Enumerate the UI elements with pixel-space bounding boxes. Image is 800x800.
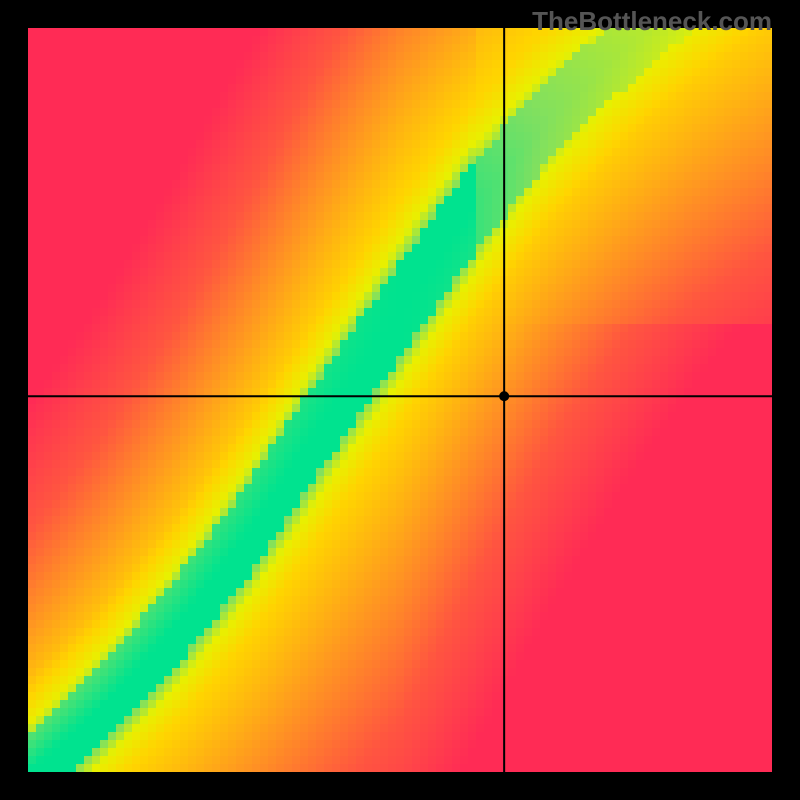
chart-container: { "watermark": { "text": "TheBottleneck.… [0,0,800,800]
watermark-text: TheBottleneck.com [532,6,772,37]
bottleneck-heatmap [0,0,800,800]
